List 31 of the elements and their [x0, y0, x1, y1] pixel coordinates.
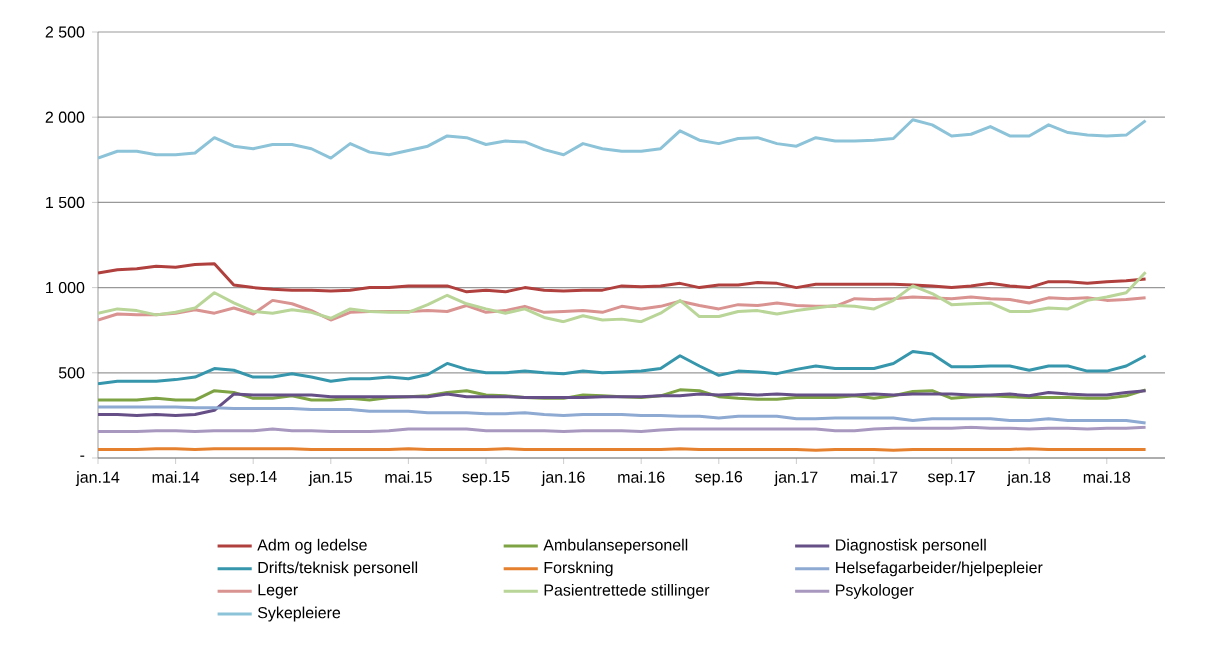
- y-tick-label: 1 000: [46, 281, 85, 294]
- legend-label: Pasientrettede stillinger: [544, 583, 710, 599]
- y-tick-label: 2 000: [45, 111, 85, 123]
- y-tick-label: 1 500: [46, 196, 85, 209]
- legend-label: Helsefagarbeider/hjelpepleier: [836, 561, 1043, 577]
- legend-label: Drifts/teknisk personell: [258, 561, 418, 577]
- legend-label: Ambulansepersonell: [543, 538, 688, 554]
- x-tick-label: mai.18: [1083, 471, 1131, 483]
- y-tick-label: 500: [58, 367, 85, 379]
- x-tick-label: mai.16: [618, 471, 665, 483]
- legend-label: Sykepleiere: [257, 606, 341, 622]
- x-tick-label: mai.17: [851, 471, 898, 483]
- legend-label: Forskning: [544, 561, 613, 577]
- x-tick-label: sep.16: [695, 471, 743, 486]
- x-tick-label: mai.14: [152, 471, 200, 483]
- line-series: [98, 118, 1148, 160]
- legend-label: Leger: [258, 584, 298, 599]
- x-tick-label: sep.17: [928, 471, 975, 486]
- x-tick-label: jan.14: [75, 471, 120, 486]
- x-tick-label: jan.16: [541, 471, 585, 486]
- legend-label: Diagnostisk personell: [836, 538, 986, 554]
- x-tick-label: sep.14: [229, 471, 277, 486]
- y-tick-label: -: [80, 455, 85, 457]
- x-tick-label: jan.17: [774, 471, 818, 486]
- y-tick-label: 2 500: [45, 26, 85, 38]
- x-tick-label: jan.15: [308, 471, 352, 486]
- x-tick-label: jan.18: [1007, 471, 1051, 486]
- x-tick-label: mai.15: [385, 471, 432, 483]
- legend-label: Psykologer: [836, 583, 914, 599]
- x-tick-label: sep.15: [462, 471, 510, 486]
- legend-label: Adm og ledelse: [257, 538, 367, 554]
